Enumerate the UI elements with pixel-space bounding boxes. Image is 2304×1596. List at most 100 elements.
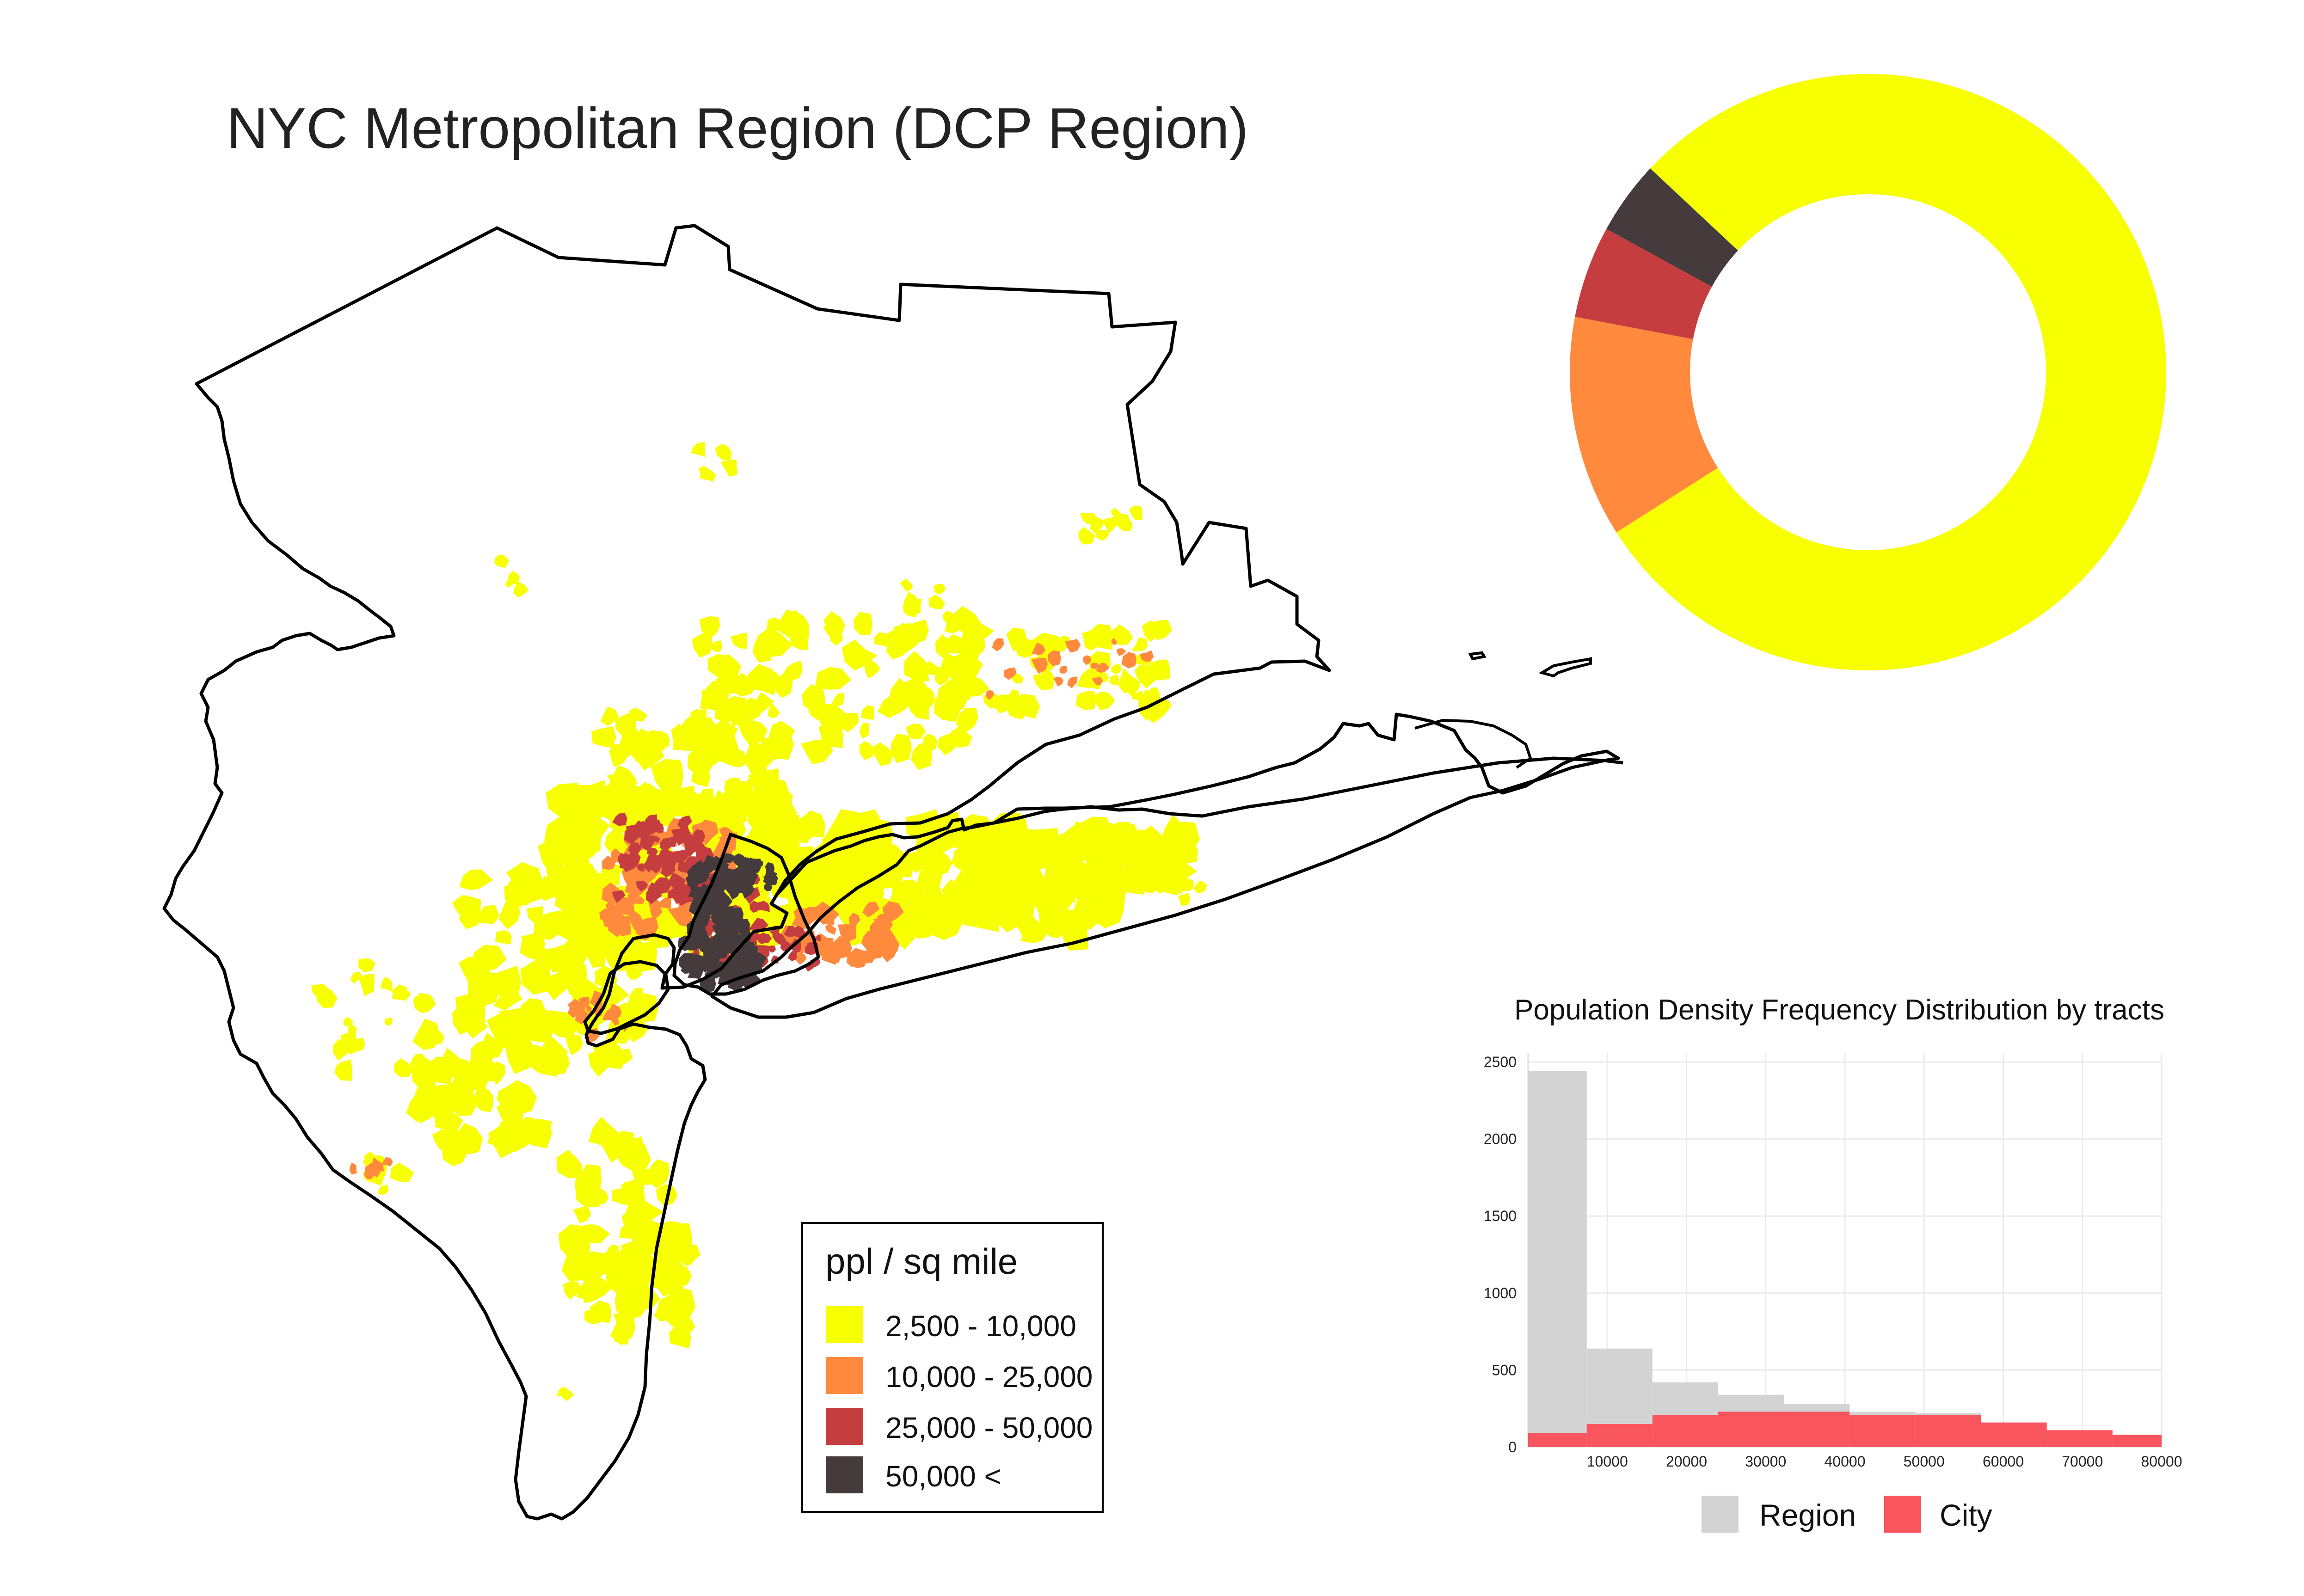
density-patch-low: [574, 817, 600, 844]
density-patch-low: [720, 460, 737, 477]
density-patch-low: [311, 984, 329, 997]
density-patch-top: [750, 861, 761, 875]
density-patch-low: [334, 1059, 352, 1081]
density-patch-mid: [370, 1157, 381, 1168]
density-patch-low: [927, 906, 963, 940]
density-patch-low: [722, 696, 753, 726]
density-patch-high: [612, 812, 627, 826]
density-patch-low: [848, 844, 893, 892]
x-tick-label: 30000: [1745, 1453, 1786, 1470]
density-patch-low: [860, 705, 874, 720]
density-patch-low: [966, 644, 981, 661]
density-patch-low: [824, 712, 842, 729]
density-patch-mid: [1065, 639, 1081, 653]
density-patch-low: [1042, 920, 1062, 938]
density-patch-mid: [1111, 638, 1117, 645]
density-patch-low: [619, 1223, 643, 1239]
density-patch-low: [1109, 675, 1120, 686]
density-patch-mid: [602, 855, 615, 870]
density-patch-top: [700, 883, 712, 898]
legend-swatch-mid: [826, 1357, 863, 1394]
density-patch-mid: [992, 638, 1004, 651]
density-patch-high: [664, 836, 677, 847]
density-patch-low: [951, 726, 972, 748]
density-patch-low: [934, 583, 946, 595]
density-patch-low: [663, 783, 677, 798]
density-patch-low: [877, 696, 901, 718]
legend-swatch-high: [826, 1408, 863, 1445]
density-patch-mid: [846, 952, 859, 967]
density-patch-low: [923, 733, 938, 752]
x-tick-label: 40000: [1825, 1453, 1866, 1470]
nyc-boundary-outline: [672, 832, 820, 996]
density-patch-low: [584, 1308, 605, 1325]
density-patch-top: [727, 923, 741, 933]
density-patch-mid: [607, 1007, 621, 1020]
density-patch-low: [467, 1017, 488, 1039]
density-patch-low: [942, 611, 953, 623]
density-patch-low: [906, 851, 933, 873]
density-patch-low: [608, 765, 636, 792]
density-patch-low: [1075, 691, 1095, 711]
density-patch-low: [348, 1024, 357, 1035]
density-patch-mid: [796, 952, 807, 965]
density-patch-top: [703, 948, 721, 964]
bar-city: [2046, 1430, 2113, 1447]
density-patch-top: [688, 887, 704, 897]
density-patch-low: [1142, 620, 1164, 642]
density-patch-mid: [602, 909, 628, 930]
density-patch-high: [620, 859, 629, 869]
density-patch-low: [343, 1017, 354, 1027]
density-patch-low: [689, 724, 708, 749]
density-patch-low: [1064, 909, 1087, 935]
density-patch-low: [927, 850, 952, 876]
density-patch-low: [931, 596, 940, 606]
density-patch-low: [956, 707, 978, 734]
density-patch-low: [384, 1018, 393, 1026]
density-patch-low: [472, 905, 499, 924]
density-patch-mid: [1096, 663, 1110, 673]
x-tick-label: 10000: [1587, 1453, 1628, 1470]
density-patch-low: [746, 763, 769, 787]
density-patch-low: [626, 965, 643, 980]
density-patch-high: [637, 864, 645, 872]
density-patch-low: [1020, 919, 1048, 944]
legend-swatch-top: [826, 1456, 863, 1493]
density-patch-low: [654, 730, 670, 748]
density-patch-top: [741, 882, 755, 899]
density-patch-low: [642, 783, 658, 796]
density-patch-mid: [381, 1157, 393, 1166]
bar-city: [1652, 1415, 1718, 1447]
density-patch-low: [839, 712, 859, 733]
density-patch-high: [759, 933, 769, 942]
density-patch-low: [1020, 828, 1060, 872]
density-patch-low: [729, 749, 748, 767]
density-patch-mid: [820, 938, 834, 951]
density-patch-low: [1110, 624, 1133, 645]
density-patch-low: [1114, 829, 1156, 870]
density-patch-low: [891, 733, 912, 763]
density-patch-low: [1118, 668, 1140, 694]
density-patch-high: [645, 888, 662, 904]
density-patch-low: [676, 1244, 701, 1267]
density-patch-low: [831, 693, 844, 706]
legend-label-high: 25,000 - 50,000: [885, 1411, 1093, 1444]
bar-city: [1718, 1412, 1784, 1447]
density-patch-low: [620, 1246, 640, 1269]
density-patch-low: [648, 1226, 674, 1249]
density-patch-low: [612, 1185, 633, 1206]
density-patch-low: [1139, 874, 1156, 894]
histogram-legend-swatch-city: [1884, 1496, 1921, 1533]
density-patch-top: [698, 933, 710, 946]
density-patch-mid: [363, 1171, 374, 1179]
density-patch-mid: [1059, 666, 1068, 674]
density-share-donut: [1570, 74, 2166, 671]
density-patch-low: [1040, 668, 1055, 683]
density-patch-high: [635, 820, 645, 832]
density-patch-low: [358, 958, 375, 973]
density-patch-low: [708, 754, 720, 767]
density-patch-mid: [578, 996, 590, 1008]
density-patch-low: [960, 675, 989, 697]
density-patch-low: [745, 739, 775, 773]
bar-city: [1784, 1412, 1850, 1447]
